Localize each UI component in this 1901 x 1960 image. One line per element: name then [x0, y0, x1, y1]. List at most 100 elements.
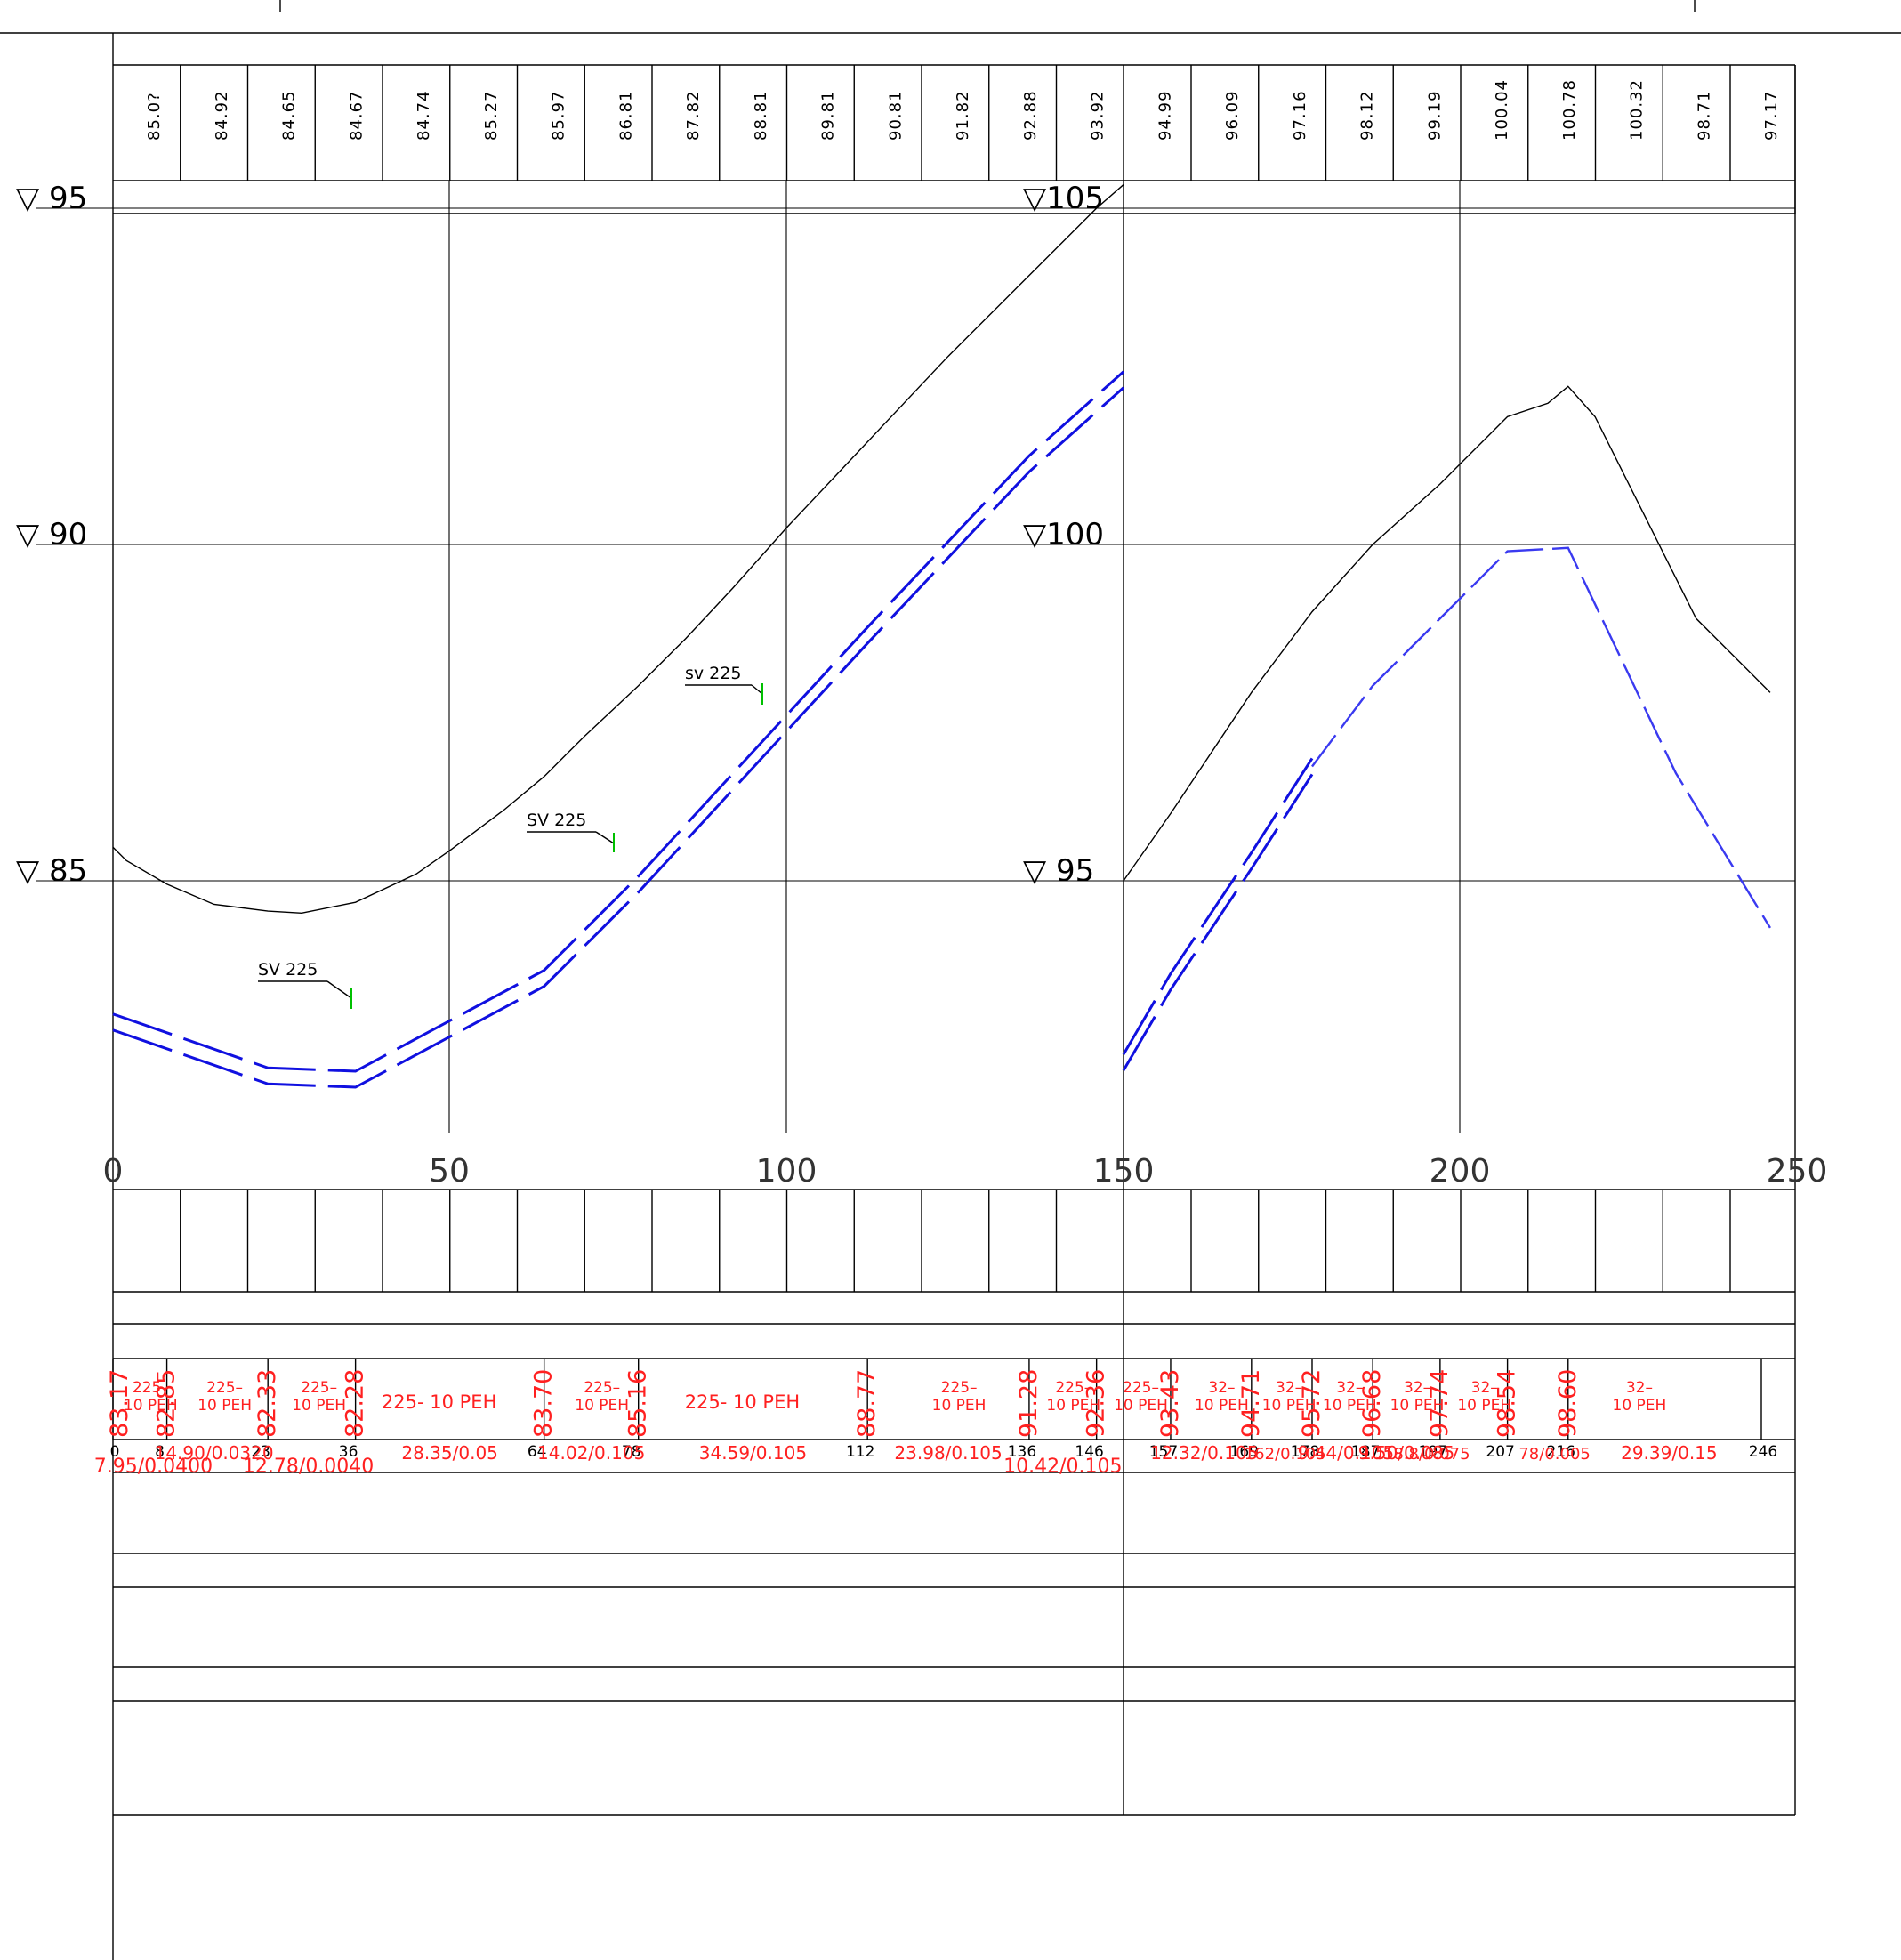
terrain-height-label: 85.0?: [145, 92, 164, 141]
lower-data-bands: 83.17 82.85 82.33 82.28 83.70 85.16 88.77 91.28…: [94, 1189, 1795, 1816]
pipe-line-right-lower: [1122, 773, 1314, 1071]
segment-length-slope: 9.50/0.085: [1358, 1442, 1455, 1464]
segment-length-slope: 34.59/0.105: [699, 1442, 807, 1464]
terrain-height-label: 97.16: [1291, 90, 1309, 141]
level-left-90: ▽ 90: [16, 517, 87, 553]
x-tick-50: 50: [429, 1153, 470, 1190]
pipe-invert-height: 93.43: [1156, 1369, 1184, 1438]
station-label: 169: [1230, 1443, 1259, 1461]
terrain-height-label: 100.04: [1493, 79, 1511, 141]
station-label: 146: [1075, 1443, 1103, 1461]
segment-length-slope: 9.44/0.105: [1298, 1442, 1395, 1464]
segment-partial-label: 78/0.005: [1518, 1445, 1591, 1464]
pipe-label: 10 PEH: [197, 1397, 252, 1415]
pipe-label: 10 PEH: [1046, 1397, 1100, 1415]
pipe-line-left-lower: [112, 386, 1124, 1089]
segment-length-slope: 14.90/0.0320: [155, 1442, 274, 1464]
pipe-label: 32–: [1471, 1379, 1498, 1397]
terrain-height-label: 91.82: [954, 90, 972, 141]
segment-length-slope: 10.42/0.105: [1003, 1456, 1122, 1478]
terrain-height-label: 87.82: [684, 90, 703, 141]
pipe-label: 225–: [584, 1379, 620, 1397]
segment-length-slope: 7.95/0.0400: [94, 1456, 213, 1478]
level-right-105: ▽105: [1023, 181, 1104, 216]
pipe-invert-height: 83.17: [106, 1369, 133, 1438]
pipe-invert-height: 82.28: [342, 1369, 369, 1438]
pipe-invert-height: 85.16: [624, 1369, 652, 1438]
pipe-label: 225–: [301, 1379, 337, 1397]
pipe-label: 32–: [1276, 1379, 1302, 1397]
station-label: 112: [846, 1443, 874, 1461]
pipe-invert-height: 94.71: [1237, 1369, 1265, 1438]
pipe-label: 225–: [1123, 1379, 1159, 1397]
pipe-invert-height: 98.54: [1494, 1369, 1521, 1438]
pipe-label: 225- 10 PEH: [685, 1391, 800, 1413]
pipe-label: 10 PEH: [1323, 1397, 1377, 1415]
terrain-line-left: [112, 184, 1124, 914]
station-label: 8: [155, 1443, 165, 1461]
segment-length-slope: 12.78/0.0040: [243, 1456, 374, 1478]
pipe-invert-height: 97.74: [1426, 1369, 1454, 1438]
station-label: 78: [622, 1443, 641, 1461]
pipe-label: 10 PEH: [124, 1397, 178, 1415]
pipe-label: 10 PEH: [932, 1397, 987, 1415]
terrain-height-label: 89.81: [819, 90, 838, 141]
station-label: 0: [110, 1443, 120, 1461]
station-label: 187: [1351, 1443, 1380, 1461]
segment-length-slope: 23.98/0.105: [894, 1442, 1002, 1464]
pipe-invert-height: 95.72: [1298, 1369, 1325, 1438]
pipe-label: 10 PEH: [1262, 1397, 1317, 1415]
pipe-invert-height: 82.33: [254, 1369, 281, 1438]
pipe-label: 225–: [1055, 1379, 1091, 1397]
segment-partial-label: 18.8/0.075: [1383, 1445, 1470, 1464]
terrain-height-label: 96.09: [1223, 90, 1242, 141]
pipe-label: 225–: [206, 1379, 243, 1397]
terrain-height-label: 100.78: [1560, 79, 1579, 141]
pipe-line-left-upper: [112, 370, 1124, 1073]
terrain-height-label: 84.67: [347, 90, 366, 141]
valve-marker-1: SV 225: [258, 960, 352, 1009]
pipe-label: 10 PEH: [1390, 1397, 1445, 1415]
station-label: 157: [1149, 1443, 1178, 1461]
pipe-label: 32–: [1404, 1379, 1430, 1397]
terrain-height-label: 90.81: [886, 90, 905, 141]
pipe-label: 225–: [133, 1379, 169, 1397]
station-label: 178: [1291, 1443, 1319, 1461]
pipe-label: 10 PEH: [575, 1397, 629, 1415]
pipe-invert-height: 92.36: [1083, 1369, 1110, 1438]
valve-label: SV 225: [527, 811, 586, 830]
segment-length-slope: 28.35/0.05: [401, 1442, 498, 1464]
pipe-label: 10 PEH: [1457, 1397, 1511, 1415]
terrain-height-label: 84.65: [280, 90, 299, 141]
segment-length-slope: 12.32/0.105: [1150, 1442, 1258, 1464]
terrain-height-label: 84.74: [415, 90, 433, 141]
terrain-height-label: 92.88: [1021, 90, 1040, 141]
pipe-invert-height: 96.68: [1358, 1369, 1386, 1438]
valve-marker-2: SV 225: [527, 811, 615, 852]
level-right-95: ▽ 95: [1023, 853, 1094, 889]
valve-label: sv 225: [685, 664, 741, 683]
pipe-label: 225- 10 PEH: [382, 1391, 496, 1413]
x-tick-100: 100: [756, 1153, 818, 1190]
pipe-invert-height: 83.70: [530, 1369, 558, 1438]
terrain-height-label: 99.19: [1425, 90, 1444, 141]
segment-length-slope: 14.02/0.105: [537, 1442, 645, 1464]
terrain-height-label: 97.17: [1762, 90, 1781, 141]
pipe-line-right-small: [1311, 546, 1771, 929]
pipe-invert-height: 82.85: [153, 1369, 181, 1438]
pipe-line-right-upper: [1122, 757, 1314, 1055]
station-label: 36: [339, 1443, 358, 1461]
station-label: 64: [528, 1443, 547, 1461]
valve-label: SV 225: [258, 960, 318, 980]
terrain-line-right: [1123, 385, 1771, 882]
x-tick-250: 250: [1767, 1153, 1828, 1190]
pipe-label: 10 PEH: [1613, 1397, 1667, 1415]
x-tick-200: 200: [1430, 1153, 1491, 1190]
terrain-height-label: 94.99: [1156, 90, 1174, 141]
terrain-height-label: 93.92: [1089, 90, 1108, 141]
station-label: 23: [251, 1443, 270, 1461]
segment-length-slope: 29.39/0.15: [1621, 1442, 1718, 1464]
level-left-95: ▽ 95: [16, 181, 87, 216]
terrain-height-label: 98.12: [1358, 90, 1377, 141]
